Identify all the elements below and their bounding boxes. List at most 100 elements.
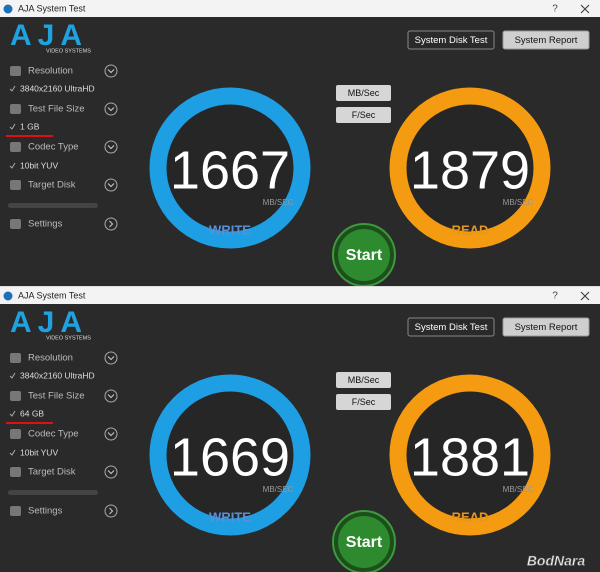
- check-mark: [9, 162, 16, 169]
- sidebar-chevron[interactable]: [104, 178, 118, 192]
- sidebar-value: 3840x2160 UltraHD: [20, 370, 95, 380]
- chevron-arrow: [107, 107, 115, 112]
- mb-sec-button[interactable]: [336, 85, 391, 101]
- sidebar-icon: [10, 104, 21, 114]
- mb-sec-label: MB/Sec: [348, 88, 380, 98]
- progress-bar: [8, 490, 98, 495]
- read-ring: [389, 87, 551, 249]
- system-disk-test-button[interactable]: [407, 30, 495, 50]
- write-ring: [149, 87, 311, 249]
- sidebar-chevron[interactable]: [104, 217, 118, 231]
- sidebar-chevron[interactable]: [104, 427, 118, 441]
- system-report-label: System Report: [515, 322, 578, 333]
- f-sec-button[interactable]: [336, 107, 391, 123]
- sidebar-label: Target Disk: [28, 180, 76, 191]
- chevron-arrow: [107, 69, 115, 74]
- read-label: READ: [452, 509, 489, 524]
- system-report-button[interactable]: [502, 30, 590, 50]
- sidebar-icon: [10, 506, 21, 516]
- sidebar-icon: [10, 219, 21, 229]
- f-sec-label: F/Sec: [352, 110, 376, 120]
- logo: AJA: [10, 306, 88, 339]
- f-sec-button[interactable]: [336, 394, 391, 410]
- progress-bar: [8, 203, 98, 208]
- sidebar-icon: [10, 467, 21, 477]
- sidebar-chevron[interactable]: [104, 351, 118, 365]
- sidebar-label: Codec Type: [28, 142, 79, 153]
- sidebar-icon: [10, 391, 21, 401]
- chevron-arrow: [107, 183, 115, 188]
- read-value: 1881: [410, 427, 530, 487]
- sidebar-label: Codec Type: [28, 429, 79, 440]
- write-label: WRITE: [209, 222, 251, 237]
- chevron-arrow: [107, 470, 115, 475]
- write-unit: MB/SEC: [263, 198, 294, 207]
- write-unit: MB/SEC: [263, 485, 294, 494]
- sidebar-icon: [10, 353, 21, 363]
- system-report-label: System Report: [515, 35, 578, 46]
- sidebar-value: 10bit YUV: [20, 160, 58, 170]
- sidebar-icon: [10, 429, 21, 439]
- chevron-arrow: [107, 432, 115, 437]
- sidebar-chevron[interactable]: [104, 504, 118, 518]
- sidebar-icon: [10, 180, 21, 190]
- sidebar-label: Resolution: [28, 66, 73, 77]
- sidebar-chevron[interactable]: [104, 389, 118, 403]
- write-ring: [149, 374, 311, 536]
- write-value: 1669: [170, 427, 290, 487]
- sidebar-chevron[interactable]: [104, 465, 118, 479]
- read-label: READ: [452, 222, 489, 237]
- check-mark: [9, 410, 16, 417]
- title-bar: [0, 0, 600, 17]
- logo-tagline: VIDEO SYSTEMS: [46, 335, 91, 341]
- system-disk-test-label: System Disk Test: [415, 35, 488, 46]
- sidebar-label: Test File Size: [28, 104, 85, 115]
- sidebar-label: Test File Size: [28, 391, 85, 402]
- check-mark: [9, 123, 16, 130]
- app-icon: [3, 291, 13, 301]
- close-button[interactable]: [580, 291, 590, 301]
- chevron-arrow: [107, 356, 115, 361]
- sidebar-chevron[interactable]: [104, 102, 118, 116]
- system-report-button[interactable]: [502, 317, 590, 337]
- chevron-arrow: [109, 220, 114, 228]
- sidebar-value: 3840x2160 UltraHD: [20, 83, 95, 93]
- sidebar-icon: [10, 66, 21, 76]
- start-label: Start: [346, 247, 383, 264]
- read-ring: [389, 374, 551, 536]
- sidebar-icon: [10, 142, 21, 152]
- sidebar-label: Settings: [28, 219, 63, 230]
- chevron-arrow: [109, 507, 114, 515]
- write-label: WRITE: [209, 509, 251, 524]
- check-mark: [9, 449, 16, 456]
- chevron-arrow: [107, 394, 115, 399]
- chevron-arrow: [107, 145, 115, 150]
- sidebar-value: 64 GB: [20, 408, 44, 418]
- system-disk-test-label: System Disk Test: [415, 322, 488, 333]
- sidebar-value: 1 GB: [20, 121, 40, 131]
- help-button[interactable]: ?: [552, 4, 558, 15]
- start-button[interactable]: [338, 516, 390, 568]
- mb-sec-button[interactable]: [336, 372, 391, 388]
- sidebar-label: Settings: [28, 506, 63, 517]
- window-title: AJA System Test: [18, 290, 86, 300]
- title-bar: [0, 287, 600, 304]
- f-sec-label: F/Sec: [352, 397, 376, 407]
- start-label: Start: [346, 534, 383, 551]
- check-mark: [9, 372, 16, 379]
- system-disk-test-button[interactable]: [407, 317, 495, 337]
- sidebar-value: 10bit YUV: [20, 447, 58, 457]
- sidebar-chevron[interactable]: [104, 140, 118, 154]
- read-value: 1879: [410, 140, 530, 200]
- close-button[interactable]: [580, 4, 590, 14]
- help-button[interactable]: ?: [552, 291, 558, 302]
- mb-sec-label: MB/Sec: [348, 375, 380, 385]
- logo-tagline: VIDEO SYSTEMS: [46, 48, 91, 54]
- sidebar-chevron[interactable]: [104, 64, 118, 78]
- logo: AJA: [10, 19, 88, 52]
- start-button[interactable]: [338, 229, 390, 281]
- write-value: 1667: [170, 140, 290, 200]
